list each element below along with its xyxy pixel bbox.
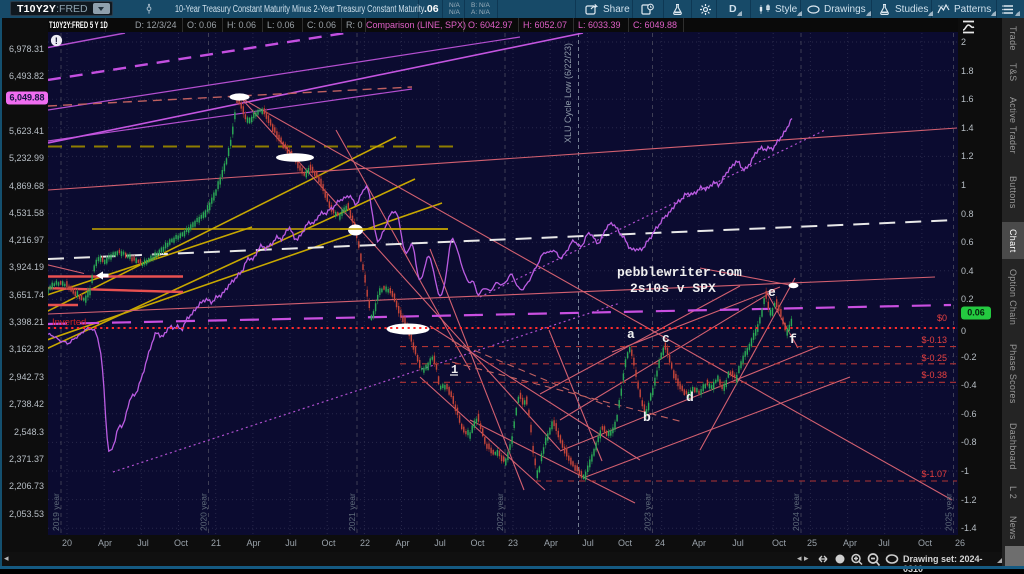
svg-text:2021 year: 2021 year: [347, 493, 357, 531]
svg-text:a: a: [627, 327, 635, 342]
svg-text:1: 1: [451, 363, 458, 377]
svg-text:2020 year: 2020 year: [199, 493, 209, 531]
svg-text:2025 year: 2025 year: [944, 493, 954, 531]
svg-text:XLU Cycle Low (6/22/23): XLU Cycle Low (6/22/23): [563, 43, 573, 143]
svg-text:2023 year: 2023 year: [643, 493, 653, 531]
svg-text:2s10s v SPX: 2s10s v SPX: [630, 281, 716, 296]
svg-text:pebblewriter.com: pebblewriter.com: [617, 265, 742, 280]
svg-text:!: !: [55, 36, 58, 47]
svg-text:2019 year: 2019 year: [51, 493, 61, 531]
svg-text:f: f: [789, 332, 797, 347]
svg-text:2022 year: 2022 year: [495, 493, 505, 531]
svg-text:d: d: [686, 390, 694, 405]
svg-text:c: c: [662, 331, 670, 346]
svg-text:2024 year: 2024 year: [791, 493, 801, 531]
svg-text:Inverted: Inverted: [52, 317, 86, 328]
svg-text:b: b: [643, 410, 651, 425]
svg-text:e: e: [768, 285, 776, 300]
